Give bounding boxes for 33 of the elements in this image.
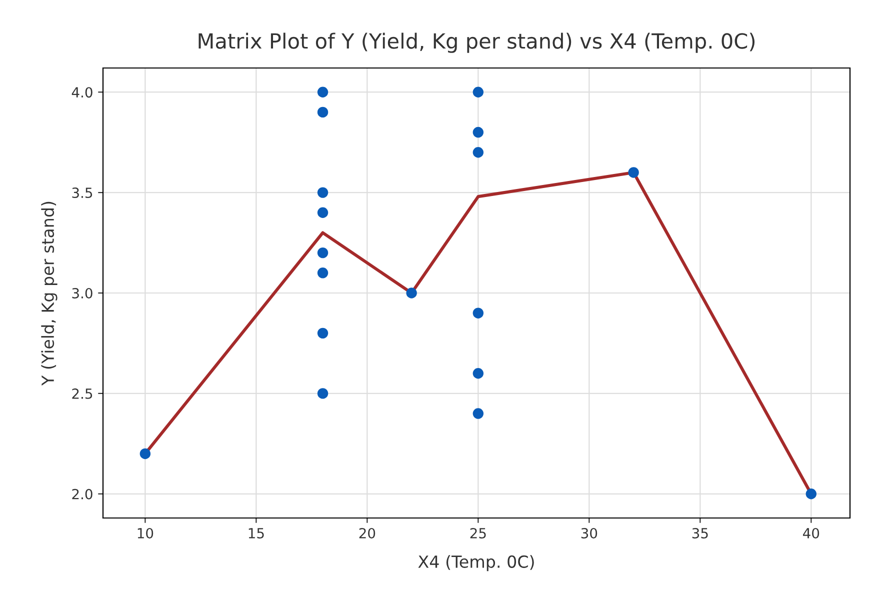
x-tick-label: 20 — [359, 528, 376, 538]
point — [140, 448, 151, 460]
point — [472, 147, 484, 158]
chart-title: Matrix Plot of Y (Yield, Kg per stand) vs X4 (Temp. 0C) — [198, 32, 755, 53]
point — [472, 126, 484, 138]
x-tick-label: 15 — [248, 528, 264, 538]
point — [406, 288, 417, 298]
y-tick-label: 2.0 — [72, 488, 92, 500]
y-tick-label: 2.5 — [72, 388, 92, 399]
point — [317, 388, 328, 399]
y-axis-title: Y (Yield, Kg per stand) — [41, 202, 58, 386]
point — [317, 207, 328, 218]
x-tick-label: 35 — [692, 528, 708, 538]
point — [317, 106, 328, 118]
y-tick-label: 4.0 — [72, 87, 92, 98]
point — [472, 368, 484, 379]
point — [317, 86, 328, 98]
point — [806, 488, 817, 500]
y-tick-label: 3.0 — [72, 288, 92, 298]
point — [628, 167, 639, 178]
point — [317, 247, 328, 258]
x-tick-label: 40 — [802, 528, 820, 538]
point — [317, 328, 328, 339]
x-tick-label: 25 — [470, 528, 486, 538]
x-tick-label: 30 — [581, 528, 598, 538]
point — [472, 86, 484, 98]
point — [472, 308, 484, 318]
point — [472, 408, 484, 419]
x-axis-title: X4 (Temp. 0C) — [418, 555, 534, 572]
point — [317, 268, 328, 278]
y-tick-label: 3.5 — [72, 188, 92, 198]
x-tick-label: 10 — [138, 528, 154, 538]
point — [317, 187, 328, 198]
